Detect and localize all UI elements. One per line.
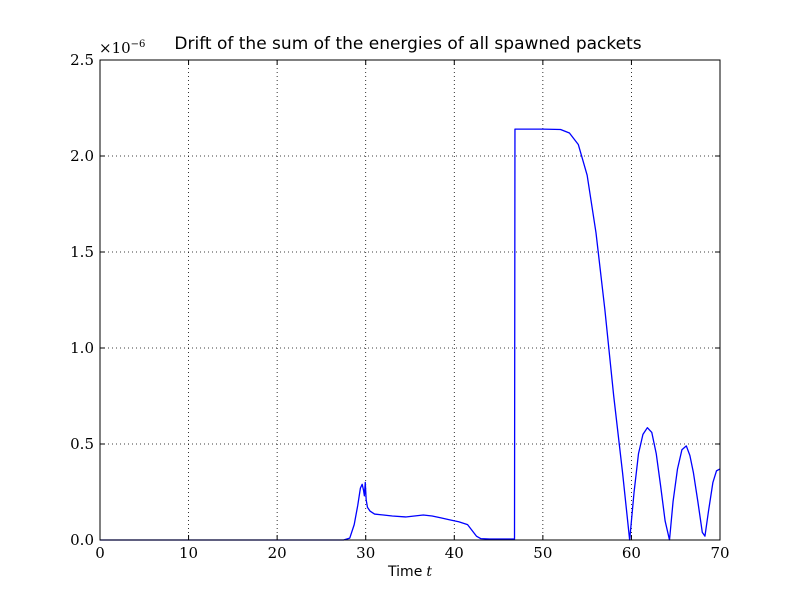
x-tick-label: 10 xyxy=(179,544,198,562)
x-tick-label: 0 xyxy=(95,544,105,562)
y-axis-multiplier: ×10−6 xyxy=(99,39,145,57)
x-tick-label: 50 xyxy=(533,544,552,562)
y-tick-label: 0.5 xyxy=(70,435,94,453)
x-axis-label-text: Time xyxy=(387,564,422,580)
x-tick-label: 60 xyxy=(622,544,641,562)
data-series xyxy=(100,128,721,541)
y-multiplier-exponent: −6 xyxy=(131,39,146,50)
x-tick-label: 40 xyxy=(445,544,464,562)
x-tick-label: 30 xyxy=(356,544,375,562)
y-tick-label: 1.0 xyxy=(70,339,94,357)
tick-labels: 0 10 20 30 40 50 60 70 0.0 0.5 1.0 1.5 2.0 2.5 xyxy=(70,51,729,562)
y-multiplier-base: ×10 xyxy=(99,39,131,57)
y-tick-label: 1.5 xyxy=(70,243,94,261)
y-tick-label: 2.5 xyxy=(70,51,94,69)
x-tick-label: 20 xyxy=(268,544,287,562)
chart-title: Drift of the sum of the energies of all … xyxy=(174,34,641,54)
x-tick-label: 70 xyxy=(710,544,729,562)
x-axis-label-variable: t xyxy=(426,564,432,580)
x-axis-label: Time t xyxy=(387,564,432,580)
y-tick-label: 2.0 xyxy=(70,147,94,165)
plot-frame xyxy=(99,59,721,541)
series-line-1 xyxy=(100,128,721,541)
y-tick-label: 0.0 xyxy=(70,531,94,549)
grid-lines xyxy=(100,60,720,540)
